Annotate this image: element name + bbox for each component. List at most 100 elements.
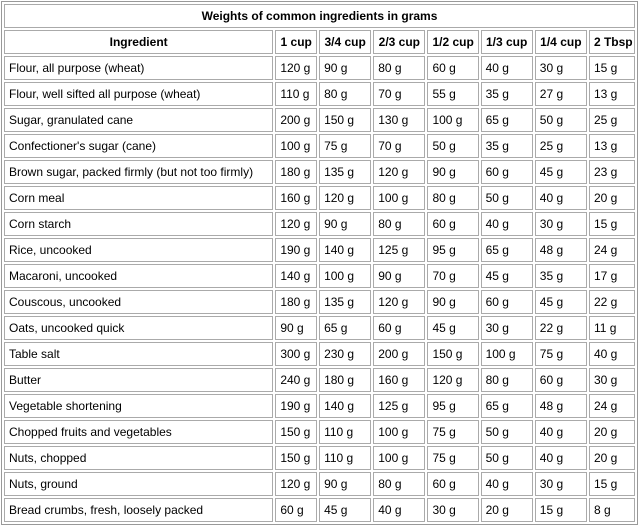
weight-cell: 45 g <box>534 160 587 184</box>
weight-cell: 120 g <box>373 160 426 184</box>
weight-cell: 60 g <box>373 316 426 340</box>
weight-cell: 160 g <box>373 368 426 392</box>
weight-cell: 150 g <box>319 108 372 132</box>
weight-cell: 30 g <box>534 56 587 80</box>
weight-cell: 135 g <box>319 160 372 184</box>
weight-cell: 140 g <box>319 394 372 418</box>
weight-cell: 35 g <box>534 264 587 288</box>
weight-cell: 45 g <box>480 264 533 288</box>
weight-cell: 150 g <box>427 342 479 366</box>
weight-cell: 15 g <box>588 472 635 496</box>
weight-cell: 120 g <box>275 56 318 80</box>
ingredient-row: Corn starch 120 g 90 g 80 g 60 g 40 g 30 g 15 g <box>4 212 635 236</box>
weight-cell: 15 g <box>588 212 635 236</box>
weight-cell: 45 g <box>427 316 479 340</box>
ingredient-name: Rice, uncooked <box>4 238 274 262</box>
ingredient-name: Oats, uncooked quick <box>4 316 274 340</box>
column-header: 1 cup <box>275 30 318 54</box>
weight-cell: 150 g <box>275 446 318 470</box>
weight-cell: 50 g <box>480 186 533 210</box>
weight-cell: 75 g <box>427 420 479 444</box>
weight-cell: 20 g <box>480 498 533 522</box>
weight-cell: 40 g <box>480 56 533 80</box>
weight-cell: 90 g <box>427 160 479 184</box>
weight-cell: 95 g <box>427 394 479 418</box>
weight-cell: 180 g <box>319 368 372 392</box>
weight-cell: 30 g <box>534 212 587 236</box>
ingredient-row: Confectioner's sugar (cane) 100 g 75 g 70 g… <box>4 134 635 158</box>
weight-cell: 25 g <box>534 134 587 158</box>
weight-cell: 23 g <box>588 160 635 184</box>
weight-cell: 40 g <box>534 186 587 210</box>
ingredient-name: Nuts, ground <box>4 472 274 496</box>
weight-cell: 120 g <box>319 186 372 210</box>
weight-cell: 27 g <box>534 82 587 106</box>
weight-cell: 45 g <box>534 290 587 314</box>
ingredient-name: Macaroni, uncooked <box>4 264 274 288</box>
weight-cell: 60 g <box>534 368 587 392</box>
weight-cell: 60 g <box>480 160 533 184</box>
table-body: Weights of common ingredients in grams I… <box>4 4 635 522</box>
weight-cell: 125 g <box>373 238 426 262</box>
weight-cell: 60 g <box>427 472 479 496</box>
weight-cell: 25 g <box>588 108 635 132</box>
weight-cell: 135 g <box>319 290 372 314</box>
weight-cell: 160 g <box>275 186 318 210</box>
ingredient-name: Table salt <box>4 342 274 366</box>
weight-cell: 100 g <box>373 186 426 210</box>
weight-cell: 100 g <box>319 264 372 288</box>
weight-cell: 80 g <box>480 368 533 392</box>
weight-cell: 50 g <box>534 108 587 132</box>
weight-cell: 65 g <box>480 108 533 132</box>
weight-cell: 80 g <box>373 472 426 496</box>
weight-cell: 90 g <box>319 212 372 236</box>
weight-cell: 100 g <box>480 342 533 366</box>
weight-cell: 60 g <box>427 212 479 236</box>
ingredient-row: Brown sugar, packed firmly (but not too … <box>4 160 635 184</box>
weight-cell: 22 g <box>534 316 587 340</box>
weight-cell: 80 g <box>319 82 372 106</box>
ingredient-name: Sugar, granulated cane <box>4 108 274 132</box>
weight-cell: 35 g <box>480 82 533 106</box>
weight-cell: 70 g <box>373 134 426 158</box>
weight-cell: 200 g <box>275 108 318 132</box>
ingredient-name: Nuts, chopped <box>4 446 274 470</box>
weight-cell: 13 g <box>588 134 635 158</box>
weight-cell: 65 g <box>480 238 533 262</box>
weight-cell: 40 g <box>480 212 533 236</box>
weight-cell: 95 g <box>427 238 479 262</box>
weight-cell: 45 g <box>319 498 372 522</box>
weight-cell: 20 g <box>588 446 635 470</box>
weight-cell: 24 g <box>588 394 635 418</box>
weight-cell: 80 g <box>427 186 479 210</box>
ingredient-row: Nuts, chopped 150 g 110 g 100 g 75 g 50 g 40 g… <box>4 446 635 470</box>
weight-cell: 100 g <box>275 134 318 158</box>
weight-cell: 120 g <box>275 212 318 236</box>
ingredient-name: Chopped fruits and vegetables <box>4 420 274 444</box>
ingredient-name: Confectioner's sugar (cane) <box>4 134 274 158</box>
ingredient-row: Sugar, granulated cane 200 g 150 g 130 g 100… <box>4 108 635 132</box>
weight-cell: 120 g <box>275 472 318 496</box>
weight-cell: 140 g <box>319 238 372 262</box>
weight-cell: 100 g <box>427 108 479 132</box>
weight-cell: 30 g <box>588 368 635 392</box>
weight-cell: 40 g <box>534 420 587 444</box>
weight-cell: 90 g <box>319 56 372 80</box>
weight-cell: 8 g <box>588 498 635 522</box>
ingredient-name: Vegetable shortening <box>4 394 274 418</box>
ingredient-name: Butter <box>4 368 274 392</box>
weight-cell: 30 g <box>427 498 479 522</box>
column-header: 2 Tbsp <box>588 30 635 54</box>
weight-cell: 180 g <box>275 290 318 314</box>
weight-cell: 50 g <box>480 446 533 470</box>
weight-cell: 120 g <box>427 368 479 392</box>
weight-cell: 48 g <box>534 238 587 262</box>
weight-cell: 240 g <box>275 368 318 392</box>
weight-cell: 100 g <box>373 446 426 470</box>
weight-cell: 30 g <box>480 316 533 340</box>
weight-cell: 110 g <box>275 82 318 106</box>
